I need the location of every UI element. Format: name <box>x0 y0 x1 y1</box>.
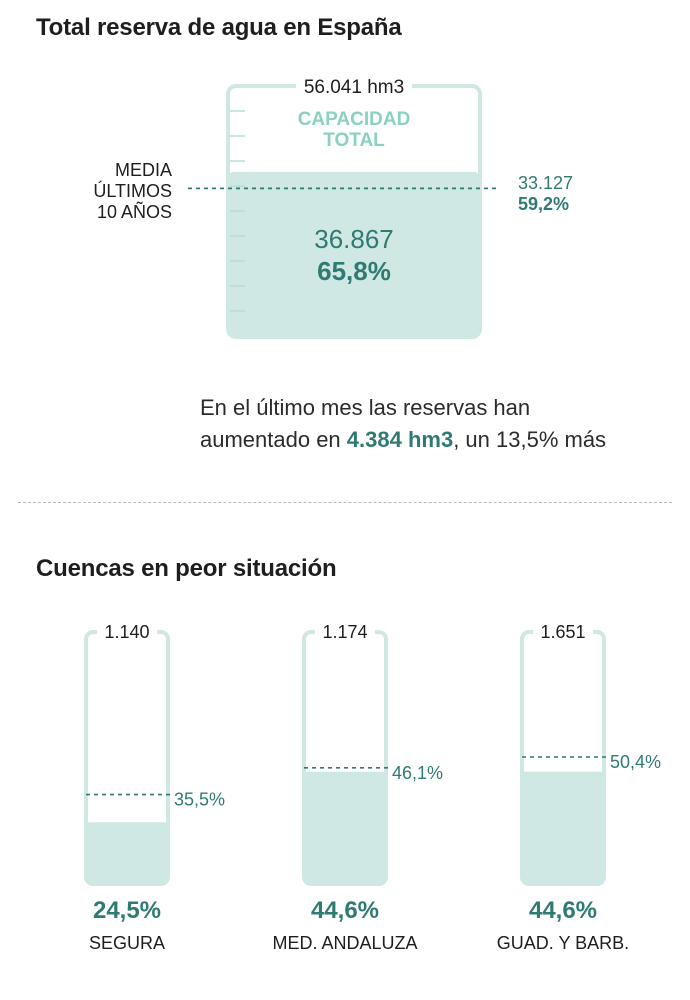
basin-capacity-label: 1.651 <box>540 622 585 642</box>
average-label-line-3: 10 AÑOS <box>97 201 172 222</box>
basin-current-label: 44,6% <box>311 897 379 924</box>
basin-name: GUAD. Y BARB. <box>497 933 629 953</box>
summary-text: En el último mes las reservas han aument… <box>200 392 620 456</box>
basin-current-label: 44,6% <box>529 897 597 924</box>
basin-current-label: 24,5% <box>93 897 161 924</box>
capacity-text-line-2: TOTAL <box>323 130 385 151</box>
basin-average-label: 50,4% <box>610 752 661 772</box>
current-pct-label: 65,8% <box>317 256 391 286</box>
basin-capacity-label: 1.140 <box>104 622 149 642</box>
average-label-line-1: MEDIA <box>115 160 172 180</box>
basin-capacity-bg <box>533 620 593 644</box>
basin-fill-bar <box>522 771 604 884</box>
section-title: Cuencas en peor situación <box>36 555 337 582</box>
basin-capacity-label: 1.174 <box>322 622 367 642</box>
basin-average-label: 35,5% <box>174 790 225 810</box>
capacity-label-bg <box>296 72 412 98</box>
current-fill-bar <box>228 171 480 337</box>
summary-after: , un 13,5% más <box>453 427 607 452</box>
capacity-text-line-1: CAPACIDAD <box>298 109 411 130</box>
current-value-label: 36.867 <box>314 224 394 254</box>
capacity-label: 56.041 hm3 <box>304 77 404 98</box>
basin-fill-bar <box>304 771 386 884</box>
summary-before: En el último mes las reservas han aument… <box>200 395 531 452</box>
average-value-label: 33.127 <box>518 173 573 193</box>
basin-average-label: 46,1% <box>392 763 443 783</box>
basin-capacity-bg <box>315 620 375 644</box>
average-label-line-2: ÚLTIMOS <box>93 180 172 201</box>
average-pct-label: 59,2% <box>518 194 569 214</box>
summary-highlight: 4.384 hm3 <box>346 427 454 452</box>
basin-name: SEGURA <box>89 933 165 953</box>
basin-name: MED. ANDALUZA <box>272 933 417 953</box>
chart-title: Total reserva de agua en España <box>36 14 402 41</box>
basin-fill-bar <box>86 822 168 884</box>
section-divider <box>18 502 672 503</box>
basin-capacity-bg <box>97 620 157 644</box>
